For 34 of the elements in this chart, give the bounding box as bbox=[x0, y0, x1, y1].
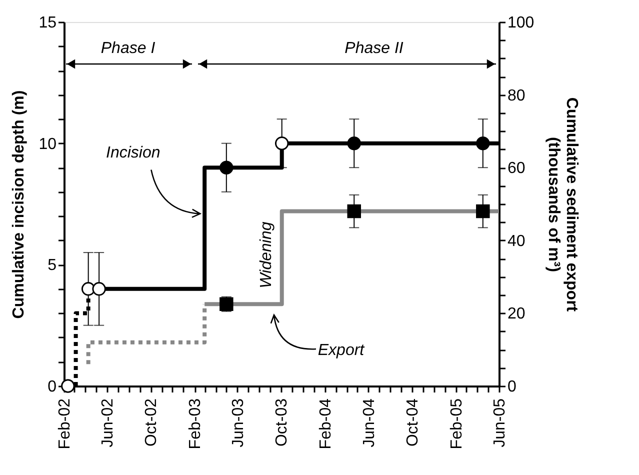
y-tick-label: 15 bbox=[38, 14, 57, 32]
y2-tick-label: 100 bbox=[508, 14, 534, 32]
x-tick-label: Feb-02 bbox=[56, 398, 74, 450]
y2-tick-label: 40 bbox=[508, 232, 526, 250]
y2-tick-label: 0 bbox=[508, 378, 516, 396]
point bbox=[220, 160, 234, 174]
x-tick-label: Jun-04 bbox=[360, 398, 378, 448]
y2-tick-label: 20 bbox=[508, 306, 526, 323]
y2-axis-title: Cumulative sediment export (thousands of m³) bbox=[545, 97, 580, 312]
x-tick-label: Oct-04 bbox=[404, 398, 422, 447]
point bbox=[92, 282, 106, 296]
point bbox=[61, 379, 75, 393]
annotation: Incision bbox=[106, 144, 160, 162]
y-tick-label: 10 bbox=[38, 136, 57, 153]
y-tick-label: 0 bbox=[48, 378, 57, 396]
point bbox=[347, 136, 361, 150]
y-axis-title: Cumulative incision depth (m) bbox=[10, 90, 28, 319]
x-tick-label: Feb-03 bbox=[187, 398, 204, 450]
point bbox=[476, 136, 490, 150]
y-tick-label: 5 bbox=[48, 257, 57, 274]
y2-tick-label: 80 bbox=[508, 87, 526, 104]
annotation: Phase I bbox=[100, 40, 156, 57]
annotation: Widening bbox=[258, 222, 275, 288]
x-tick-label: Feb-05 bbox=[448, 398, 466, 450]
x-tick-label: Jun-05 bbox=[492, 398, 508, 448]
x-tick-label: Jun-02 bbox=[99, 398, 116, 448]
x-tick-label: Feb-04 bbox=[318, 398, 335, 450]
annotation: Phase II bbox=[344, 40, 404, 57]
y2-tick-label: 60 bbox=[508, 160, 526, 178]
annotation: Export bbox=[318, 342, 365, 359]
x-tick-label: Jun-03 bbox=[230, 398, 247, 448]
point bbox=[274, 136, 289, 150]
x-tick-label: Oct-02 bbox=[143, 398, 160, 447]
x-tick-label: Oct-03 bbox=[274, 398, 291, 447]
